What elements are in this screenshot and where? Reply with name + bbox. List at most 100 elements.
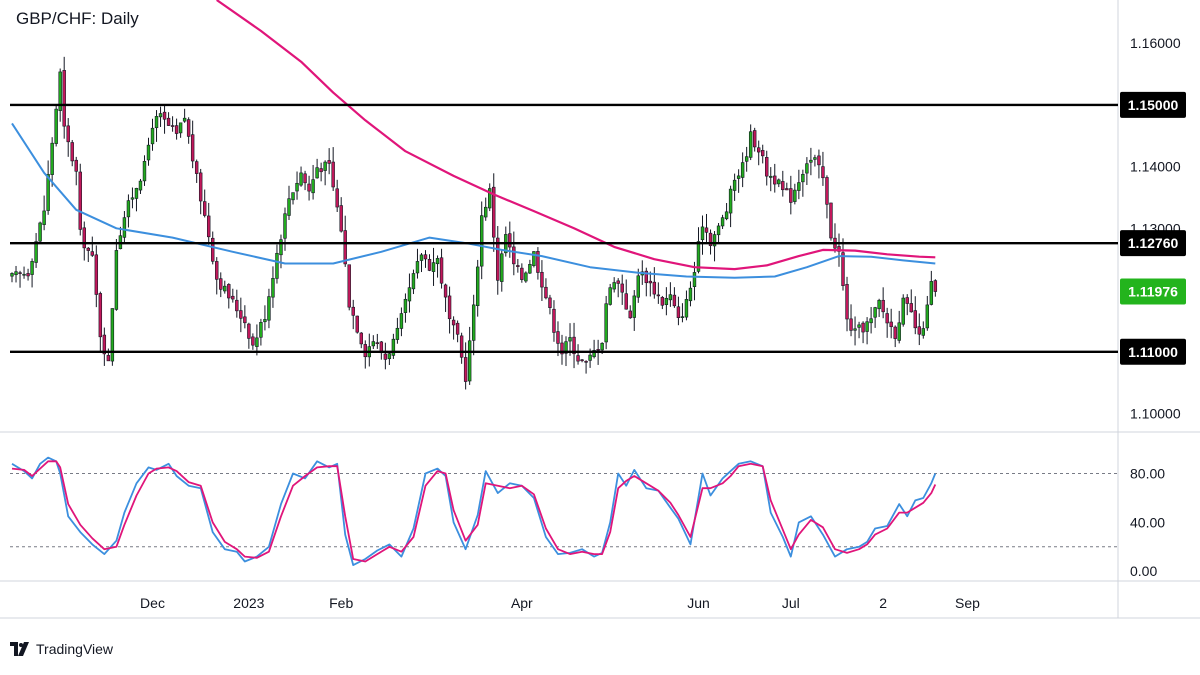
- candle-body: [255, 337, 259, 347]
- candle: [30, 258, 34, 288]
- candle: [889, 308, 893, 339]
- stochastic-panel: [10, 456, 1118, 566]
- candle-body: [391, 338, 396, 356]
- candle: [267, 288, 271, 329]
- price-tick-label: 1.10000: [1130, 405, 1181, 421]
- current-price-tag-label: 1.11976: [1128, 284, 1178, 300]
- candle-body: [740, 162, 745, 178]
- candle-body: [660, 297, 665, 306]
- candle: [604, 295, 608, 350]
- candle: [861, 321, 865, 344]
- candle: [255, 324, 259, 356]
- candle: [857, 321, 861, 339]
- candle: [656, 282, 661, 304]
- candle-body: [194, 161, 199, 174]
- candle: [215, 257, 219, 295]
- candle: [684, 290, 689, 321]
- candle: [696, 227, 701, 274]
- candle: [150, 118, 155, 151]
- candle: [102, 327, 107, 366]
- candle: [849, 304, 853, 337]
- candle-body: [648, 280, 653, 284]
- candle-body: [319, 168, 323, 173]
- candle: [769, 167, 773, 192]
- candle: [86, 247, 90, 263]
- candle: [797, 169, 801, 200]
- candle: [207, 202, 211, 245]
- candle: [660, 295, 665, 310]
- candle: [809, 147, 813, 176]
- candle-body: [849, 318, 853, 331]
- candle: [387, 352, 392, 365]
- candle-body: [492, 186, 496, 238]
- candle: [616, 278, 620, 298]
- candle-body: [837, 246, 841, 252]
- candle-body: [913, 310, 917, 329]
- candle-body: [496, 237, 500, 281]
- candle-body: [624, 293, 628, 310]
- candle: [925, 295, 930, 331]
- candle-body: [190, 134, 195, 162]
- candle-body: [439, 257, 444, 284]
- candle: [299, 166, 303, 187]
- candle: [307, 175, 311, 201]
- candle: [315, 158, 319, 179]
- level-price-tag: 1.15000: [1120, 91, 1186, 118]
- candle: [568, 323, 572, 356]
- candle: [520, 263, 524, 283]
- candle-body: [146, 144, 151, 161]
- candle: [536, 247, 540, 280]
- candle-body: [696, 241, 701, 272]
- level-price-tag-bg: [1120, 338, 1186, 365]
- candle-body: [178, 122, 183, 134]
- candle-body: [387, 353, 392, 360]
- candle-body: [484, 206, 488, 218]
- candle: [331, 147, 335, 191]
- candle-body: [78, 171, 82, 230]
- candle-body: [287, 198, 291, 216]
- time-tick-label: Feb: [329, 595, 353, 611]
- candle-body: [881, 299, 885, 313]
- candle: [524, 271, 528, 283]
- candle-body: [275, 252, 279, 279]
- candle: [451, 316, 456, 340]
- candle: [271, 266, 275, 308]
- candle: [415, 248, 420, 279]
- candle-body: [584, 361, 588, 363]
- candle-body: [636, 275, 640, 298]
- candle: [158, 106, 163, 127]
- candle: [162, 104, 167, 134]
- candle-body: [909, 303, 913, 313]
- candle-body: [917, 326, 921, 335]
- candle: [552, 300, 556, 342]
- candle: [431, 247, 436, 286]
- candle: [50, 137, 54, 187]
- candle: [231, 288, 235, 303]
- candle-body: [207, 215, 211, 238]
- candle: [821, 151, 825, 186]
- tradingview-logo-icon: [10, 642, 29, 656]
- candle-body: [728, 188, 733, 214]
- candle: [170, 116, 175, 132]
- candle: [375, 333, 380, 349]
- candle-body: [752, 130, 757, 148]
- candle-body: [70, 142, 74, 162]
- candle-body: [684, 299, 689, 318]
- candle: [339, 197, 343, 233]
- candle-body: [58, 71, 62, 111]
- candle-body: [488, 188, 492, 209]
- candle: [407, 273, 412, 313]
- candle: [833, 223, 837, 253]
- candle-body: [708, 232, 713, 247]
- candle: [628, 305, 632, 319]
- candle-body: [26, 273, 30, 277]
- candle: [933, 279, 938, 297]
- candle: [869, 307, 873, 334]
- candle: [736, 169, 741, 193]
- candle: [10, 272, 14, 283]
- candle-body: [295, 182, 299, 192]
- candle: [82, 221, 86, 261]
- candle-body: [455, 322, 460, 335]
- candle-body: [54, 108, 58, 144]
- candle-body: [817, 155, 821, 166]
